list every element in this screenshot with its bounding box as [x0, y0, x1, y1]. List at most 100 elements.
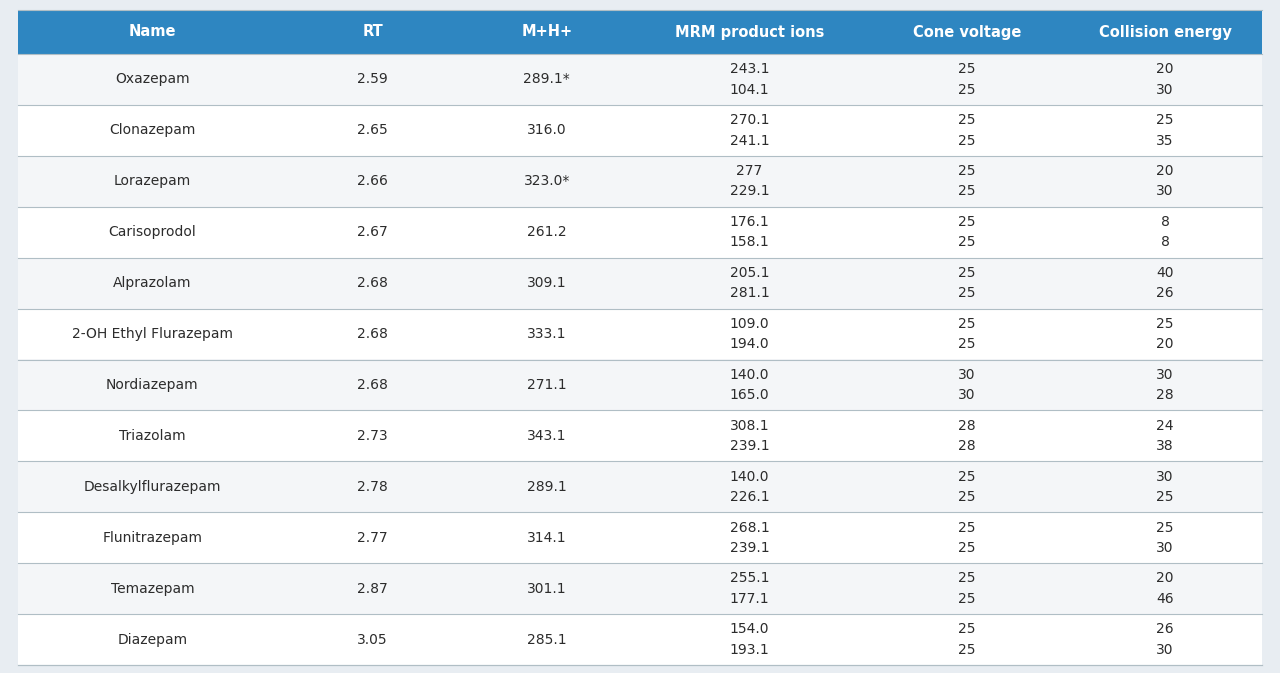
Text: 301.1: 301.1: [527, 581, 567, 596]
Text: 3.05: 3.05: [357, 633, 388, 647]
Bar: [18, 461, 1262, 512]
Text: 25: 25: [959, 164, 975, 178]
Text: 165.0: 165.0: [730, 388, 769, 402]
Text: 30: 30: [959, 367, 975, 382]
Text: 226.1: 226.1: [730, 490, 769, 504]
Text: 25: 25: [959, 63, 975, 76]
Text: 25: 25: [959, 520, 975, 534]
Text: 8: 8: [1161, 215, 1170, 229]
Text: 2.68: 2.68: [357, 276, 388, 290]
Text: 2.77: 2.77: [357, 531, 388, 544]
Text: 25: 25: [959, 266, 975, 280]
Text: 24: 24: [1156, 419, 1174, 433]
Text: 140.0: 140.0: [730, 367, 769, 382]
Text: 2.65: 2.65: [357, 123, 388, 137]
Text: 323.0*: 323.0*: [524, 174, 570, 188]
Text: 2.59: 2.59: [357, 73, 388, 86]
Text: 158.1: 158.1: [730, 236, 769, 250]
Text: 177.1: 177.1: [730, 592, 769, 606]
Bar: [18, 309, 1262, 359]
Text: 2.67: 2.67: [357, 225, 388, 239]
Text: Nordiazepam: Nordiazepam: [106, 378, 198, 392]
Bar: [18, 10, 1262, 54]
Text: 28: 28: [959, 439, 975, 453]
Text: 25: 25: [959, 184, 975, 199]
Text: 46: 46: [1156, 592, 1174, 606]
Text: 38: 38: [1156, 439, 1174, 453]
Text: 25: 25: [1156, 317, 1174, 331]
Text: 243.1: 243.1: [730, 63, 769, 76]
Text: 281.1: 281.1: [730, 286, 769, 300]
Text: 239.1: 239.1: [730, 541, 769, 555]
Bar: [18, 207, 1262, 258]
Text: 25: 25: [959, 236, 975, 250]
Text: Triazolam: Triazolam: [119, 429, 186, 443]
Text: 40: 40: [1156, 266, 1174, 280]
Text: 25: 25: [959, 571, 975, 586]
Text: 308.1: 308.1: [730, 419, 769, 433]
Text: Lorazepam: Lorazepam: [114, 174, 191, 188]
Text: 30: 30: [1156, 541, 1174, 555]
Text: Clonazepam: Clonazepam: [109, 123, 196, 137]
Text: 255.1: 255.1: [730, 571, 769, 586]
Text: 261.2: 261.2: [527, 225, 567, 239]
Text: 205.1: 205.1: [730, 266, 769, 280]
Text: 2.87: 2.87: [357, 581, 388, 596]
Text: 268.1: 268.1: [730, 520, 769, 534]
Text: 109.0: 109.0: [730, 317, 769, 331]
Text: 194.0: 194.0: [730, 337, 769, 351]
Text: 25: 25: [959, 133, 975, 147]
Bar: [18, 105, 1262, 156]
Text: Name: Name: [128, 24, 177, 40]
Bar: [18, 156, 1262, 207]
Text: 20: 20: [1156, 63, 1174, 76]
Text: 271.1: 271.1: [527, 378, 567, 392]
Text: 35: 35: [1156, 133, 1174, 147]
Text: 25: 25: [959, 286, 975, 300]
Text: Oxazepam: Oxazepam: [115, 73, 189, 86]
Text: 20: 20: [1156, 164, 1174, 178]
Bar: [18, 512, 1262, 563]
Text: 25: 25: [959, 643, 975, 657]
Text: Alprazolam: Alprazolam: [113, 276, 192, 290]
Text: MRM product ions: MRM product ions: [675, 24, 824, 40]
Text: Diazepam: Diazepam: [118, 633, 187, 647]
Text: 28: 28: [1156, 388, 1174, 402]
Bar: [18, 614, 1262, 665]
Text: 314.1: 314.1: [527, 531, 567, 544]
Text: 25: 25: [1156, 113, 1174, 127]
Bar: [18, 411, 1262, 461]
Text: Desalkylflurazepam: Desalkylflurazepam: [83, 480, 221, 494]
Bar: [18, 258, 1262, 309]
Text: 25: 25: [959, 317, 975, 331]
Text: 25: 25: [959, 113, 975, 127]
Text: 2.73: 2.73: [357, 429, 388, 443]
Text: 25: 25: [1156, 520, 1174, 534]
Text: 2-OH Ethyl Flurazepam: 2-OH Ethyl Flurazepam: [72, 327, 233, 341]
Text: 229.1: 229.1: [730, 184, 769, 199]
Text: 285.1: 285.1: [527, 633, 567, 647]
Text: 2.66: 2.66: [357, 174, 388, 188]
Text: 25: 25: [1156, 490, 1174, 504]
Bar: [18, 54, 1262, 105]
Text: 277: 277: [736, 164, 763, 178]
Text: 104.1: 104.1: [730, 83, 769, 97]
Text: 289.1*: 289.1*: [524, 73, 570, 86]
Text: 154.0: 154.0: [730, 623, 769, 637]
Text: 140.0: 140.0: [730, 470, 769, 484]
Text: 241.1: 241.1: [730, 133, 769, 147]
Text: 20: 20: [1156, 337, 1174, 351]
Text: 316.0: 316.0: [527, 123, 567, 137]
Text: 25: 25: [959, 83, 975, 97]
Text: 289.1: 289.1: [527, 480, 567, 494]
Text: 30: 30: [1156, 184, 1174, 199]
Text: 25: 25: [959, 215, 975, 229]
Text: 26: 26: [1156, 286, 1174, 300]
Text: 8: 8: [1161, 236, 1170, 250]
Text: 30: 30: [959, 388, 975, 402]
Text: Cone voltage: Cone voltage: [913, 24, 1021, 40]
Text: 25: 25: [959, 470, 975, 484]
Text: 25: 25: [959, 337, 975, 351]
Text: 25: 25: [959, 592, 975, 606]
Text: 25: 25: [959, 490, 975, 504]
